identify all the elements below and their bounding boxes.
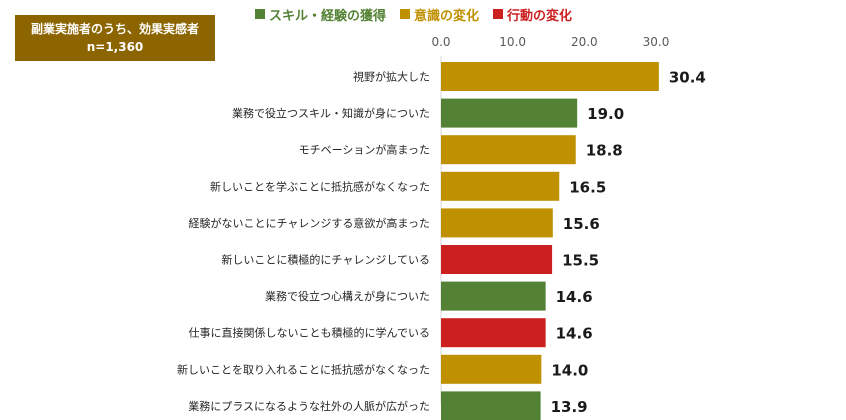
bar: [441, 245, 553, 274]
category-label: モチベーションが高まった: [299, 143, 430, 157]
data-label: 14.6: [556, 288, 593, 306]
category-label: 業務にプラスになるような社外の人脈が広がった: [188, 399, 430, 413]
x-tick-label: 10.0: [499, 35, 526, 49]
legend-label-skill: スキル・経験の獲得: [269, 8, 387, 24]
legend-swatch-behavior: [493, 9, 504, 19]
sample-size: n=1,360: [86, 40, 144, 54]
data-label: 14.6: [556, 325, 593, 343]
sample-description: 副業実施者のうち、効果実感者: [30, 22, 199, 36]
category-label: 視野が拡大した: [353, 70, 430, 84]
category-label: 経験がないことにチャレンジする意欲が高まった: [189, 216, 430, 230]
bar: [441, 318, 546, 348]
legend-label-behavior: 行動の変化: [507, 8, 573, 24]
legend-item-awareness: 意識の変化: [400, 4, 479, 24]
legend-label-awareness: 意識の変化: [414, 8, 480, 24]
legend-item-behavior: 行動の変化: [493, 4, 572, 24]
sample-info-box: 副業実施者のうち、効果実感者 n=1,360: [15, 15, 215, 61]
data-label: 13.9: [551, 398, 588, 416]
bar: [441, 354, 542, 384]
x-tick-label: 0.0: [431, 35, 450, 49]
data-label: 18.8: [586, 142, 623, 160]
category-label: 新しいことを取り入れることに抵抗感がなくなった: [177, 362, 430, 376]
legend-swatch-skill: [255, 9, 265, 19]
bar: [441, 208, 553, 238]
data-label: 15.6: [563, 215, 600, 233]
data-label: 30.4: [669, 69, 706, 87]
legend-item-skill: スキル・経験の獲得: [255, 4, 386, 24]
category-label: 新しいことに積極的にチャレンジしている: [221, 253, 430, 267]
category-label: 新しいことを学ぶことに抵抗感がなくなった: [210, 179, 430, 193]
data-label: 14.0: [551, 361, 588, 379]
category-label: 業務で役立つスキル・知識が身についた: [232, 106, 430, 120]
bar: [441, 281, 546, 311]
data-label: 15.5: [562, 252, 599, 270]
bar: [441, 135, 576, 165]
x-tick-label: 30.0: [643, 35, 670, 49]
data-label: 19.0: [587, 105, 624, 123]
x-tick-label: 20.0: [571, 35, 598, 49]
bar: [441, 171, 560, 201]
bar: [441, 62, 659, 91]
data-label: 16.5: [569, 178, 606, 196]
chart-legend: スキル・経験の獲得 意識の変化 行動の変化: [255, 4, 572, 24]
category-label: 仕事に直接関係しないことも積極的に学んでいる: [189, 326, 430, 340]
bar: [441, 391, 541, 420]
category-label: 業務で役立つ心構えが身についた: [265, 289, 430, 303]
bar: [441, 98, 578, 128]
legend-swatch-awareness: [400, 9, 411, 19]
